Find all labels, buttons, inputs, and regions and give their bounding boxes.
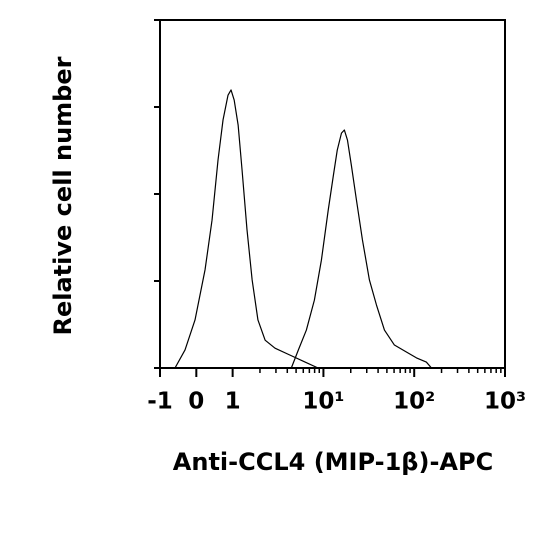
x-tick-label: 10³ xyxy=(484,389,526,415)
x-tick-label: 0 xyxy=(188,389,204,415)
x-tick-label: 1 xyxy=(225,389,241,415)
histogram-curve xyxy=(290,129,432,369)
histogram-curve xyxy=(174,89,319,369)
x-axis-label: Anti-CCL4 (MIP-1β)-APC xyxy=(173,448,493,476)
x-tick-label: 10¹ xyxy=(302,389,344,415)
y-axis-label: Relative cell number xyxy=(49,56,77,335)
x-tick-label: -1 xyxy=(147,389,173,415)
x-tick-label: 10² xyxy=(393,389,435,415)
